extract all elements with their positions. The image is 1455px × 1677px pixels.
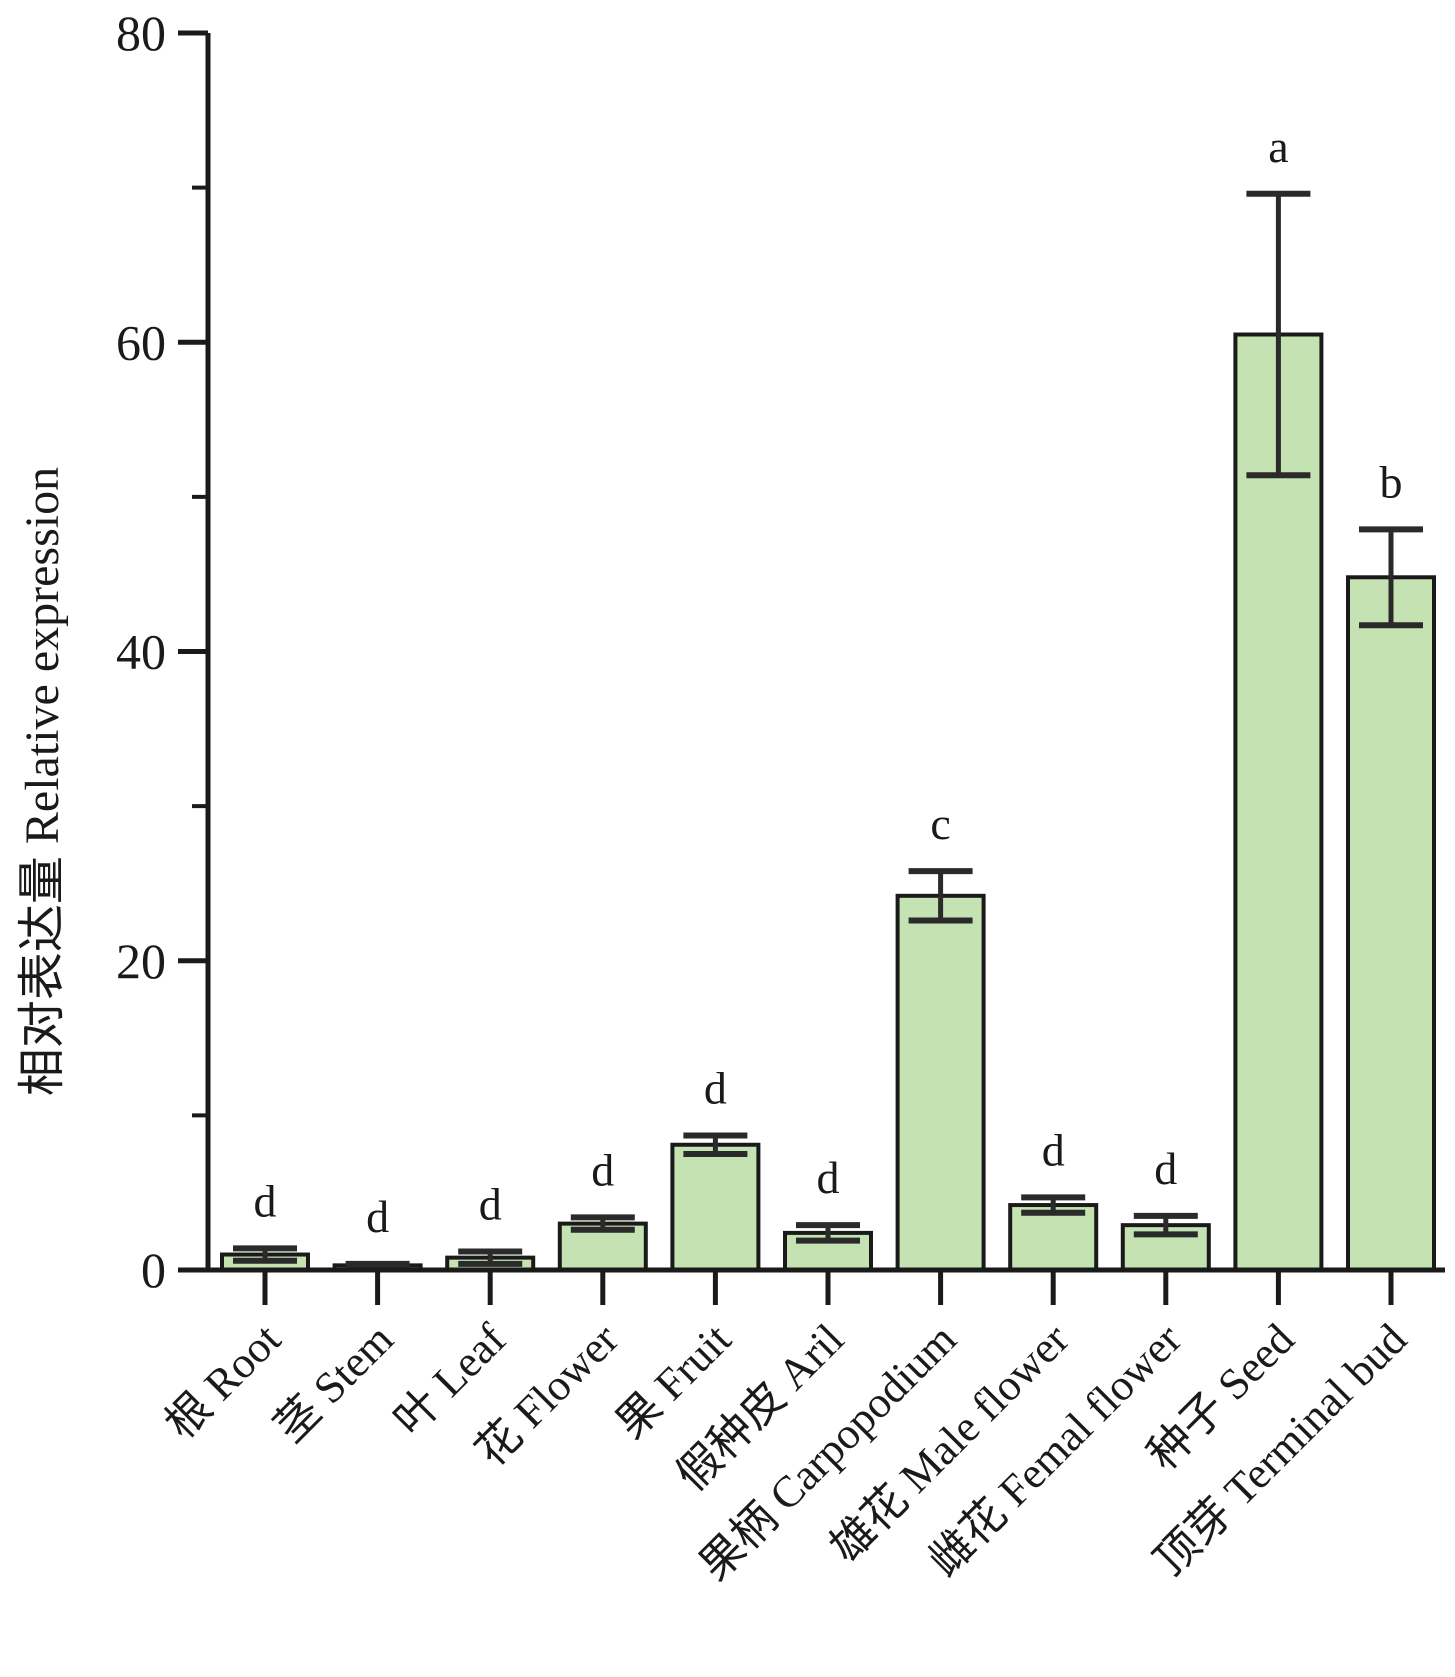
significance-letter: d [817,1152,840,1203]
bar [895,893,986,1272]
bar [670,1142,761,1273]
significance-letter: c [930,798,950,849]
y-axis-title: 相对表达量 Relative expression [16,467,69,1096]
significance-letter: d [254,1175,277,1226]
error-bar [796,1222,860,1244]
error-bar [1246,190,1311,479]
y-ticks-layer: 0 20 40 60 80 [116,5,208,1298]
x-category-label: 茎 Stem [265,1314,402,1451]
significance-letters-layer: d d d d d d c d d a b [254,121,1403,1242]
error-bar [458,1248,523,1267]
y-tick-label: 40 [116,624,166,680]
error-bar [1133,1212,1198,1238]
significance-letter: a [1268,121,1288,172]
error-bar [1359,526,1423,629]
y-tick-label: 60 [116,314,166,370]
error-bar [345,1260,410,1270]
significance-letter: d [704,1062,727,1113]
significance-letter: d [1154,1143,1177,1194]
error-bar [908,868,973,924]
error-bars-layer [233,190,1423,1270]
error-bar [570,1214,635,1233]
y-tick-label: 80 [116,5,166,61]
significance-letter: d [1042,1124,1065,1175]
error-bar [233,1245,297,1264]
significance-letter: d [366,1191,389,1242]
x-category-label: 根 Root [156,1314,290,1448]
significance-letter: d [479,1178,502,1229]
y-tick-label: 20 [116,933,166,989]
error-bar [1021,1194,1086,1216]
bar [1346,575,1436,1272]
significance-letter: b [1380,456,1403,507]
x-ticks-layer [262,1270,1394,1305]
y-tick-label: 0 [141,1242,166,1298]
error-bar [683,1132,748,1158]
significance-letter: d [591,1144,614,1195]
